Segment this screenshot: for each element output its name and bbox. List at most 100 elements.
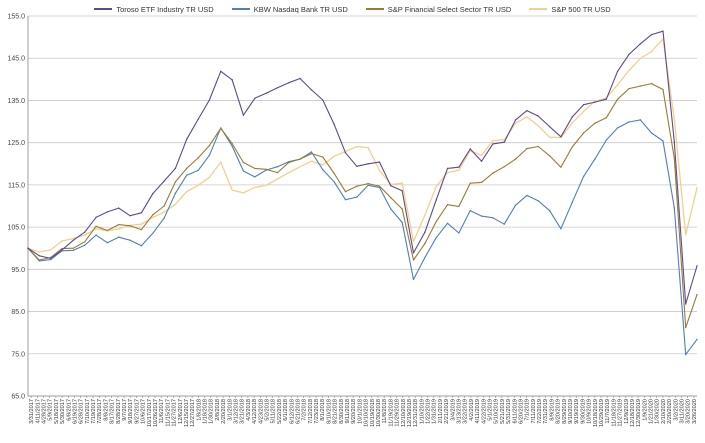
series-2-point xyxy=(696,293,698,296)
series-2-point xyxy=(628,87,630,90)
series-0-point xyxy=(186,138,188,140)
series-0-point xyxy=(401,190,403,192)
series-3-point xyxy=(424,214,426,216)
series-0-point xyxy=(582,103,585,106)
series-0-point xyxy=(106,211,109,213)
x-tick-label: 5/11/2018 xyxy=(271,399,277,423)
series-3-point xyxy=(254,186,256,189)
series-1-point xyxy=(174,192,177,195)
series-0-point xyxy=(299,77,301,80)
x-tick-label: 6/1/2018 xyxy=(283,399,289,421)
x-tick-label: 8/21/2018 xyxy=(333,399,339,424)
x-tick-label: 5/1/2019 xyxy=(487,399,493,421)
series-1-point xyxy=(310,151,313,153)
series-2-point xyxy=(265,168,267,170)
x-tick-label: 6/21/2018 xyxy=(295,399,301,424)
series-1-point xyxy=(571,201,573,203)
series-2-point xyxy=(310,152,313,155)
series-3-point xyxy=(288,171,290,174)
series-2-point xyxy=(197,157,199,159)
series-0-point xyxy=(673,141,676,143)
series-3-point xyxy=(197,184,199,187)
series-2-point xyxy=(526,147,528,150)
series-3-point xyxy=(480,154,483,157)
series-1-point xyxy=(684,353,687,356)
series-1-point xyxy=(424,256,426,259)
series-0-point xyxy=(322,99,324,101)
x-tick-label: 11/27/2017 xyxy=(172,399,178,427)
x-tick-label: 2/20/2020 xyxy=(667,399,673,424)
x-tick-label: 12/31/2018 xyxy=(413,399,419,427)
x-tick-label: 4/11/2019 xyxy=(475,399,481,423)
series-2-point xyxy=(616,98,619,100)
x-tick-label: 7/2/2018 xyxy=(302,399,308,421)
series-0-point xyxy=(469,148,471,150)
series-3-point xyxy=(458,169,460,171)
x-tick-label: 2/20/2018 xyxy=(221,399,227,424)
x-tick-label: 6/20/2019 xyxy=(518,399,524,424)
series-2-point xyxy=(571,146,573,148)
series-3-point xyxy=(322,164,324,166)
series-3-point xyxy=(95,228,97,230)
series-1-point xyxy=(197,169,199,172)
series-0-point xyxy=(526,109,528,112)
series-1-point xyxy=(650,132,653,134)
x-tick-label: 10/1/2018 xyxy=(357,399,363,424)
series-0-point xyxy=(662,30,664,32)
series-2-point xyxy=(356,185,358,187)
series-0-point xyxy=(174,167,177,170)
series-3-point xyxy=(401,182,403,184)
series-3-point xyxy=(650,50,653,53)
x-tick-label: 10/30/2018 xyxy=(376,399,382,427)
x-tick-label: 3/21/2018 xyxy=(240,399,246,424)
x-tick-label: 7/31/2019 xyxy=(543,399,549,424)
x-tick-label: 5/22/2018 xyxy=(277,399,283,424)
series-0-point xyxy=(628,53,630,56)
x-tick-label: 12/27/2017 xyxy=(190,399,196,427)
series-0-point xyxy=(605,98,607,100)
series-3-point xyxy=(152,216,154,219)
series-2-point xyxy=(299,158,301,160)
x-tick-label: 8/20/2019 xyxy=(556,399,562,424)
x-tick-label: 1/31/2019 xyxy=(432,399,438,424)
x-tick-label: 10/6/2017 xyxy=(141,399,147,424)
series-3-point xyxy=(61,240,63,242)
legend-swatch xyxy=(231,8,250,10)
series-0-point xyxy=(435,199,437,201)
x-tick-label: 10/10/2018 xyxy=(364,399,370,427)
x-tick-label: 7/28/2017 xyxy=(97,399,103,424)
series-3-point xyxy=(83,234,86,236)
series-1-point xyxy=(83,244,86,246)
series-line-0 xyxy=(27,30,698,305)
x-tick-label: 12/18/2019 xyxy=(630,399,636,427)
series-0-point xyxy=(83,231,86,233)
series-3-point xyxy=(435,185,437,188)
series-1-point xyxy=(118,236,120,238)
series-1-point xyxy=(276,166,279,168)
x-tick-label: 8/29/2019 xyxy=(562,399,568,424)
series-3-point xyxy=(163,211,165,214)
series-0-point xyxy=(49,257,52,260)
series-2-point xyxy=(220,127,222,130)
x-tick-label: 3/26/2020 xyxy=(692,399,698,424)
series-2-point xyxy=(242,161,245,164)
x-tick-label: 5/10/2019 xyxy=(494,399,500,424)
x-tick-label: 5/2/2018 xyxy=(264,399,270,421)
series-1-point xyxy=(435,236,437,239)
series-2-point xyxy=(594,122,596,124)
series-0-point xyxy=(38,255,41,257)
series-1-point xyxy=(186,174,188,176)
series-0-point xyxy=(95,216,97,219)
series-1-point xyxy=(696,338,698,341)
series-3-point xyxy=(514,122,517,124)
series-3-point xyxy=(412,240,415,243)
x-tick-label: 5/18/2017 xyxy=(54,399,60,424)
series-1-point xyxy=(594,158,596,160)
legend-item: Toroso ETF Industry TR USD xyxy=(94,2,214,16)
x-tick-label: 9/19/2019 xyxy=(574,399,580,424)
series-0-point xyxy=(594,101,596,103)
series-2-point xyxy=(378,185,381,187)
series-2-point xyxy=(469,182,471,184)
series-1-point xyxy=(616,127,619,129)
x-tick-label: 9/30/2019 xyxy=(580,399,586,424)
